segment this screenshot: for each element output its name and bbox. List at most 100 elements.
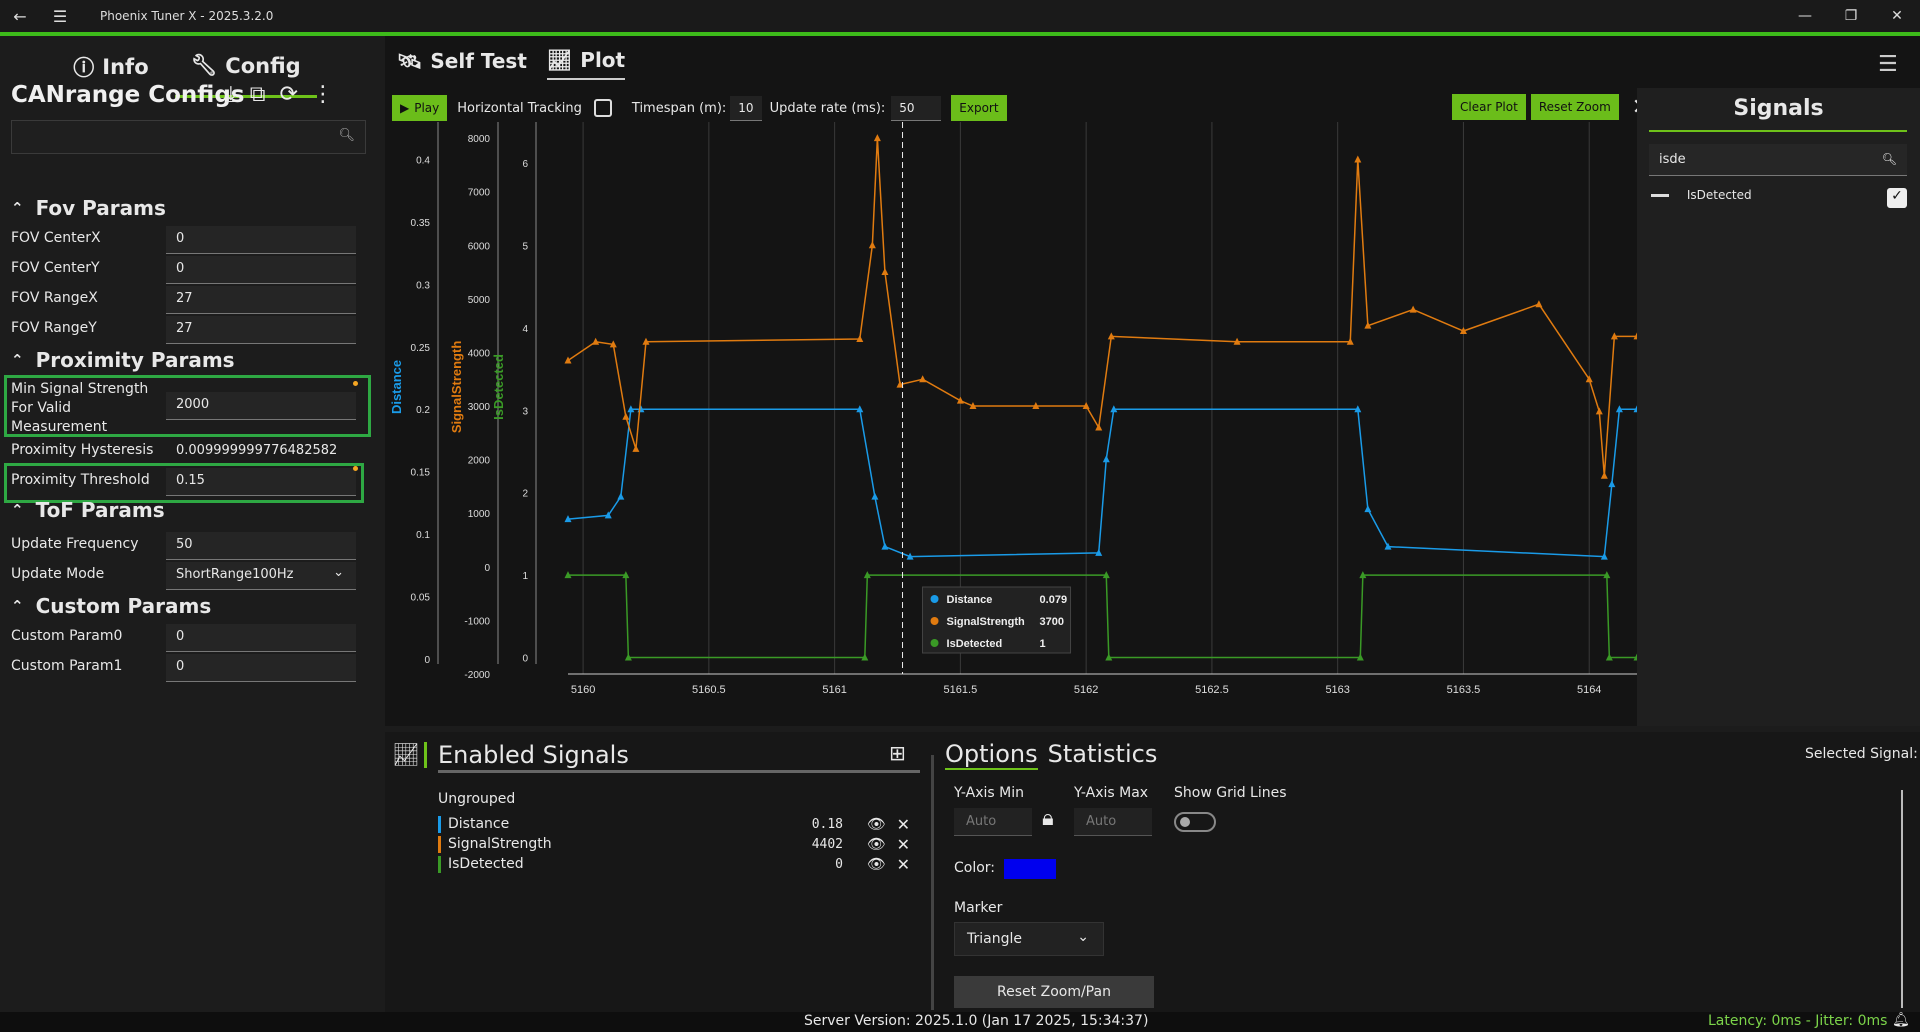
data-point bbox=[642, 337, 650, 345]
play-button[interactable]: ▶ Play bbox=[392, 95, 448, 121]
prox-hysteresis-field[interactable]: 0.009999999776482582 bbox=[176, 443, 338, 458]
custom1-field[interactable]: 0 bbox=[166, 654, 356, 682]
section-fov[interactable]: ⌃ Fov Params bbox=[11, 196, 166, 220]
signal-checkbox[interactable]: ✓ bbox=[1887, 188, 1907, 208]
tooltip-name: SignalStrength bbox=[947, 616, 1026, 628]
y-tick-label: -2000 bbox=[464, 670, 490, 681]
remove-icon[interactable]: ✕ bbox=[896, 835, 910, 854]
enabled-signal-row[interactable]: IsDetected 0 👁︎ ✕ bbox=[438, 855, 918, 875]
tab-self-test[interactable]: 🛰︎ Self Test bbox=[397, 49, 527, 73]
close-window-icon[interactable]: ✕ bbox=[1891, 8, 1903, 24]
title-bar: ← ☰ Phoenix Tuner X - 2025.3.2.0 — ❐ ✕ bbox=[0, 0, 1920, 32]
min-signal-field[interactable]: 2000 bbox=[166, 392, 356, 420]
config-search-input[interactable]: 🔍︎ bbox=[11, 120, 366, 154]
y-tick-label: 5000 bbox=[468, 295, 491, 306]
tooltip-name: IsDetected bbox=[947, 638, 1003, 650]
data-point bbox=[622, 412, 630, 420]
refresh-icon[interactable]: ⟳ bbox=[279, 82, 298, 107]
export-button[interactable]: Export bbox=[951, 95, 1007, 121]
fov-centery-field[interactable]: 0 bbox=[166, 256, 356, 284]
clear-plot-button[interactable]: Clear Plot bbox=[1452, 94, 1526, 120]
highlight-box bbox=[4, 463, 364, 503]
data-point bbox=[592, 337, 600, 345]
custom0-field[interactable]: 0 bbox=[166, 624, 356, 652]
remove-icon[interactable]: ✕ bbox=[896, 815, 910, 834]
marker-select[interactable]: Triangle ⌄ bbox=[954, 922, 1104, 956]
data-point bbox=[871, 492, 879, 500]
timespan-input[interactable]: 10 bbox=[730, 95, 762, 121]
bell-icon[interactable]: 🔔︎ bbox=[1892, 1012, 1910, 1028]
grid-lines-toggle[interactable] bbox=[1174, 812, 1216, 832]
fov-rangey-field[interactable]: 27 bbox=[166, 316, 356, 344]
info-icon: ⓘ bbox=[73, 56, 95, 80]
lock-icon[interactable]: 🔒︎ bbox=[1042, 806, 1054, 831]
y-tick-label: 0 bbox=[484, 563, 490, 574]
x-tick-label: 5162 bbox=[1074, 684, 1098, 696]
minimize-icon[interactable]: — bbox=[1798, 8, 1812, 24]
ymin-input[interactable]: Auto bbox=[954, 808, 1032, 836]
y-tick-label: -1000 bbox=[464, 616, 490, 627]
data-point bbox=[1359, 571, 1367, 579]
signal-item[interactable]: IsDetected ✓ bbox=[1651, 188, 1907, 208]
fov-rangex-field[interactable]: 27 bbox=[166, 286, 356, 314]
data-point bbox=[1384, 542, 1392, 550]
tab-statistics[interactable]: Statistics bbox=[1047, 740, 1158, 768]
data-point bbox=[564, 571, 572, 579]
data-point bbox=[624, 653, 632, 661]
y-tick-label: 0.35 bbox=[411, 218, 431, 229]
data-point bbox=[1102, 571, 1110, 579]
reset-zoom-pan-button[interactable]: Reset Zoom/Pan bbox=[954, 976, 1154, 1008]
copy-icon[interactable]: ⧉ bbox=[249, 82, 266, 107]
data-point bbox=[1105, 653, 1113, 661]
eye-icon[interactable]: 👁︎ bbox=[866, 815, 886, 833]
chart-icon: 📈︎ bbox=[546, 48, 573, 72]
restore-icon[interactable]: ❐ bbox=[1844, 8, 1858, 24]
enabled-signal-row[interactable]: Distance 0.18 👁︎ ✕ bbox=[438, 815, 918, 835]
tab-info[interactable]: ⓘ Info bbox=[57, 36, 164, 98]
section-tof[interactable]: ⌃ ToF Params bbox=[11, 498, 165, 522]
section-proximity[interactable]: ⌃ Proximity Params bbox=[11, 348, 235, 372]
ymax-input[interactable]: Auto bbox=[1074, 808, 1152, 836]
tab-plot[interactable]: 📈︎ Plot bbox=[546, 48, 626, 80]
param-custom0: Custom Param0 0 bbox=[11, 624, 356, 652]
horizontal-tracking-checkbox[interactable] bbox=[593, 99, 612, 117]
hamburger-menu-icon[interactable]: ☰ bbox=[52, 6, 68, 26]
download-icon[interactable]: ⤓ bbox=[226, 82, 236, 107]
eye-icon[interactable]: 👁︎ bbox=[866, 835, 886, 853]
update-rate-input[interactable]: 50 bbox=[891, 95, 942, 121]
series-color-bar bbox=[438, 856, 441, 873]
update-mode-select[interactable]: ShortRange100Hz ⌄ bbox=[166, 562, 356, 590]
scrollbar[interactable] bbox=[1901, 790, 1903, 1008]
data-point bbox=[627, 405, 635, 413]
data-point bbox=[609, 340, 617, 348]
x-tick-label: 5160.5 bbox=[692, 684, 726, 696]
prox-threshold-field[interactable]: 0.15 bbox=[166, 468, 356, 496]
signal-chart[interactable]: 5160 5160.5 5161 5161.5 5162 5162.5 5163 5163.5… bbox=[385, 122, 1637, 712]
section-custom[interactable]: ⌃ Custom Params bbox=[11, 594, 212, 618]
tab-options[interactable]: Options bbox=[945, 740, 1038, 770]
reset-zoom-button[interactable]: Reset Zoom bbox=[1530, 94, 1619, 120]
signals-search-input[interactable]: isde 🔍︎ bbox=[1649, 144, 1907, 176]
enabled-signal-row[interactable]: SignalStrength 4402 👁︎ ✕ bbox=[438, 835, 918, 855]
more-vertical-icon[interactable]: ⋮ bbox=[311, 82, 334, 107]
data-point bbox=[863, 571, 871, 579]
signals-menu-icon[interactable]: ☰ bbox=[1878, 52, 1898, 77]
data-point bbox=[1633, 653, 1637, 661]
data-point bbox=[1535, 300, 1543, 308]
param-update-mode: Update Mode ShortRange100Hz ⌄ bbox=[11, 562, 356, 590]
eye-icon[interactable]: 👁︎ bbox=[866, 855, 886, 873]
back-icon[interactable]: ← bbox=[13, 6, 27, 26]
add-group-icon[interactable]: ⊞ bbox=[889, 741, 906, 765]
y-axis-title: SignalStrength bbox=[449, 341, 464, 434]
data-point bbox=[1032, 402, 1040, 410]
tab-config[interactable]: 🔧︎ Config bbox=[174, 36, 317, 98]
grid-label: Show Grid Lines bbox=[1174, 785, 1287, 801]
fov-centerx-field[interactable]: 0 bbox=[166, 226, 356, 254]
color-label: Color: bbox=[954, 860, 996, 876]
update-frequency-field[interactable]: 50 bbox=[166, 532, 356, 560]
x-tick-label: 5163.5 bbox=[1447, 684, 1481, 696]
data-point bbox=[856, 335, 864, 343]
remove-icon[interactable]: ✕ bbox=[896, 855, 910, 874]
series-line-Distance bbox=[567, 408, 1637, 558]
color-swatch[interactable] bbox=[1004, 859, 1056, 879]
